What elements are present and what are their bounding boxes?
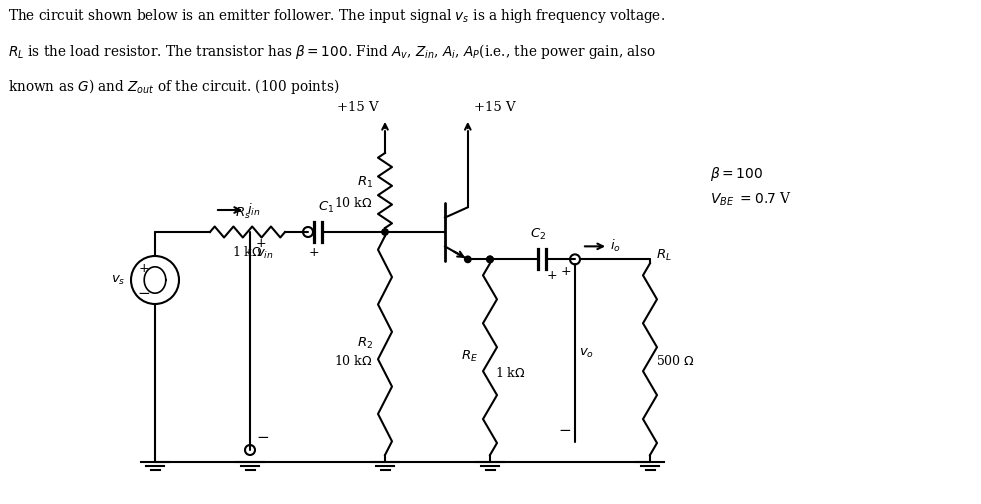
Text: 10 k$\Omega$: 10 k$\Omega$ [335, 354, 373, 368]
Text: $C_2$: $C_2$ [530, 227, 546, 242]
Text: $R_1$: $R_1$ [357, 175, 373, 190]
Text: $C_1$: $C_1$ [318, 200, 335, 215]
Text: −: − [558, 423, 571, 438]
Text: 10 k$\Omega$: 10 k$\Omega$ [335, 196, 373, 210]
Text: +: + [309, 246, 319, 259]
Circle shape [382, 229, 388, 235]
Text: +15 V: +15 V [337, 101, 379, 114]
Text: $R_E$: $R_E$ [461, 349, 478, 364]
Text: +15 V: +15 V [474, 101, 515, 114]
Text: $R_2$: $R_2$ [357, 336, 373, 351]
Text: $R_L$: $R_L$ [656, 248, 672, 263]
Text: $i_o$: $i_o$ [610, 238, 621, 255]
Text: The circuit shown below is an emitter follower. The input signal $v_s$ is a high: The circuit shown below is an emitter fo… [8, 7, 665, 25]
Text: −: − [137, 286, 150, 301]
Text: $v_o$: $v_o$ [579, 347, 594, 360]
Text: −: − [256, 429, 269, 445]
Text: $R_s$: $R_s$ [234, 206, 250, 221]
Text: 500 $\Omega$: 500 $\Omega$ [656, 354, 695, 368]
Circle shape [487, 256, 493, 263]
Text: $V_{BE}\ =0.7$ V: $V_{BE}\ =0.7$ V [710, 191, 792, 208]
Text: $\beta=100$: $\beta=100$ [710, 165, 763, 183]
Text: +: + [560, 266, 571, 278]
Text: 1 k$\Omega$: 1 k$\Omega$ [232, 245, 263, 259]
Text: $v_{in}$: $v_{in}$ [256, 247, 274, 261]
Text: +: + [139, 262, 149, 275]
Circle shape [487, 256, 493, 263]
Text: $v_s$: $v_s$ [111, 274, 125, 287]
Text: known as $G$) and $Z_{out}$ of the circuit. (100 points): known as $G$) and $Z_{out}$ of the circu… [8, 77, 339, 96]
Text: $R_L$ is the load resistor. The transistor has $\beta = 100$. Find $A_v$, $Z_{in: $R_L$ is the load resistor. The transist… [8, 42, 655, 61]
Circle shape [465, 256, 471, 263]
Text: +: + [256, 237, 267, 250]
Text: +: + [546, 269, 557, 282]
Text: 1 k$\Omega$: 1 k$\Omega$ [495, 366, 526, 380]
Text: $i_{in}$: $i_{in}$ [247, 202, 261, 218]
